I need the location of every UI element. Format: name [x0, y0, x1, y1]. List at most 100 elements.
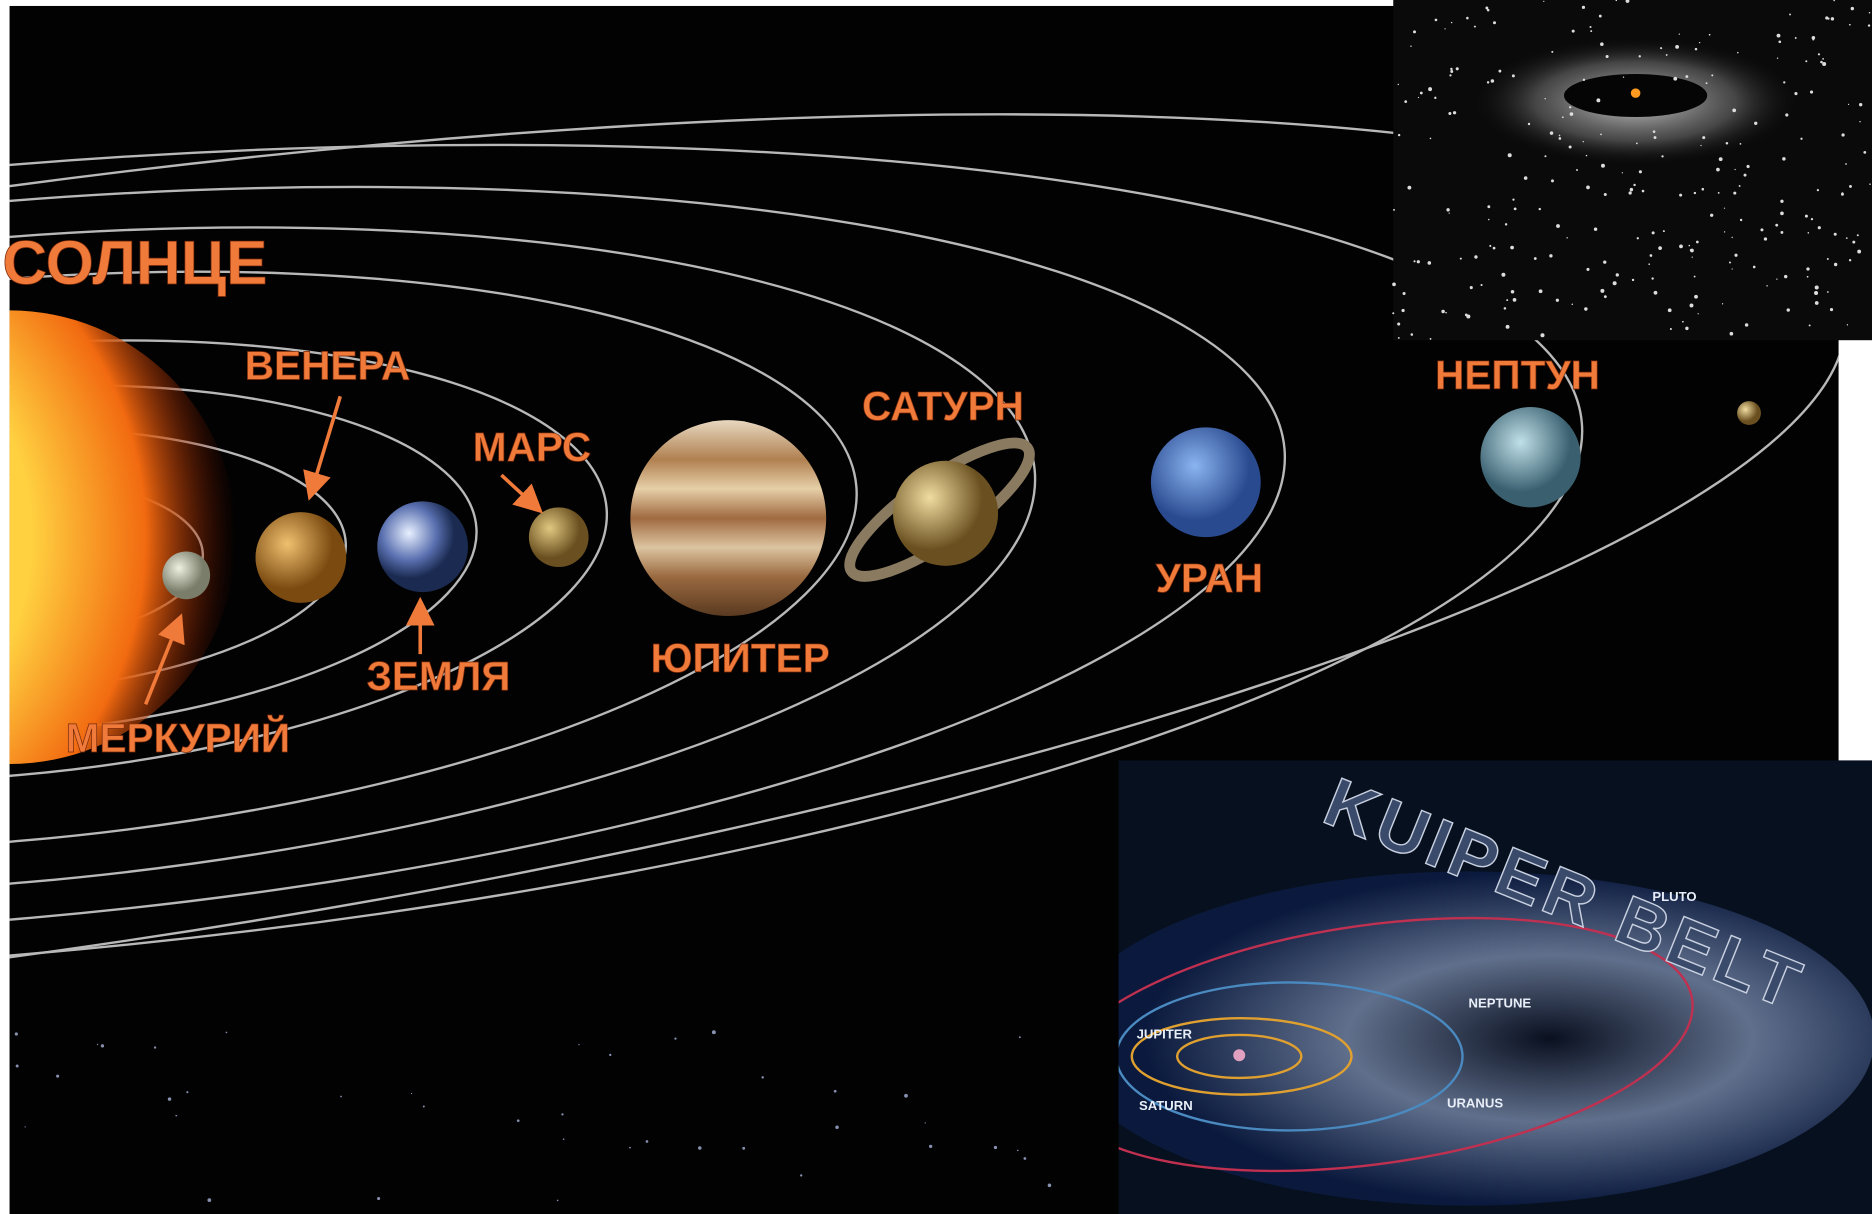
star: [1048, 1184, 1052, 1188]
star: [1675, 45, 1679, 49]
star: [1753, 266, 1756, 269]
star: [1785, 113, 1788, 116]
star: [1777, 58, 1778, 59]
star: [1869, 183, 1871, 185]
jupiter: [630, 420, 826, 616]
star: [168, 1097, 171, 1100]
star: [1448, 112, 1451, 115]
sun-label: СОЛНЦЕ: [2, 229, 267, 298]
star: [1430, 138, 1432, 140]
star: [1716, 168, 1720, 172]
star: [1744, 174, 1747, 177]
star: [1679, 244, 1683, 248]
star: [1450, 70, 1453, 73]
star: [1398, 84, 1399, 85]
star: [1695, 48, 1698, 51]
star: [1868, 24, 1870, 26]
star: [1441, 310, 1444, 313]
star: [1685, 327, 1688, 330]
star: [1524, 176, 1528, 180]
star: [1506, 299, 1508, 301]
star: [1696, 241, 1699, 244]
star: [1654, 291, 1658, 295]
star: [835, 1126, 839, 1130]
star: [1724, 231, 1725, 232]
star: [1718, 192, 1720, 194]
star: [1572, 303, 1574, 305]
star: [1685, 75, 1688, 78]
star: [1784, 275, 1787, 278]
star: [1775, 224, 1778, 227]
star: [1825, 16, 1828, 19]
star: [1698, 313, 1699, 314]
star: [1760, 228, 1763, 231]
star: [1754, 122, 1757, 125]
planet-label: ВЕНЕРА: [245, 343, 411, 389]
star: [1600, 42, 1604, 46]
star: [423, 1106, 425, 1108]
star: [1777, 34, 1781, 38]
star: [761, 1076, 763, 1078]
star: [1690, 303, 1694, 307]
star: [834, 1090, 837, 1093]
inset-label: SATURN: [1139, 1098, 1193, 1113]
star: [1679, 194, 1682, 197]
star: [1830, 308, 1833, 311]
star: [1410, 46, 1411, 47]
star: [742, 1147, 745, 1150]
star: [1851, 7, 1854, 10]
star: [1651, 277, 1653, 279]
star: [674, 1038, 676, 1040]
star: [1499, 70, 1502, 73]
inset-label: PLUTO: [1652, 889, 1696, 904]
star: [1572, 30, 1575, 33]
star: [1789, 14, 1791, 16]
star: [1814, 291, 1818, 295]
star: [56, 1075, 59, 1078]
star: [1017, 1150, 1019, 1152]
star: [1846, 237, 1848, 239]
star: [1654, 136, 1657, 139]
star: [1679, 33, 1680, 34]
star: [557, 1200, 559, 1202]
star: [1666, 54, 1668, 56]
star: [1794, 92, 1797, 95]
star: [1810, 90, 1813, 93]
star: [1393, 209, 1395, 211]
uranus: [1151, 427, 1261, 537]
star: [1817, 189, 1819, 191]
star: [1544, 98, 1545, 99]
star: [1428, 261, 1432, 265]
star: [1670, 328, 1672, 330]
star: [1699, 42, 1700, 43]
star: [1551, 51, 1553, 53]
star: [578, 1044, 579, 1045]
star: [1489, 245, 1491, 247]
star: [1663, 230, 1665, 232]
star: [1807, 276, 1809, 278]
star: [1857, 250, 1861, 254]
star: [1449, 213, 1450, 214]
star: [1446, 208, 1449, 211]
star: [1401, 309, 1404, 312]
oort-inset: [1392, 0, 1872, 340]
star: [1549, 254, 1552, 257]
star: [1841, 133, 1844, 136]
star: [1745, 323, 1748, 326]
star: [646, 1140, 649, 1143]
star: [1485, 7, 1488, 10]
star: [1731, 237, 1732, 238]
star: [101, 1044, 104, 1047]
star: [1863, 151, 1866, 154]
star: [1413, 30, 1416, 33]
star: [1544, 155, 1546, 157]
star: [1841, 193, 1844, 196]
star: [1487, 205, 1490, 208]
star: [1599, 15, 1602, 18]
star: [1729, 262, 1731, 264]
star: [1505, 223, 1507, 225]
collage: СОЛНЦЕ МЕРКУРИЙ ВЕНЕРА ЗЕМЛЯ МАРС ЮПИТЕР…: [0, 0, 1872, 1214]
star: [175, 1115, 177, 1117]
star: [712, 1030, 716, 1034]
star: [609, 1054, 611, 1056]
